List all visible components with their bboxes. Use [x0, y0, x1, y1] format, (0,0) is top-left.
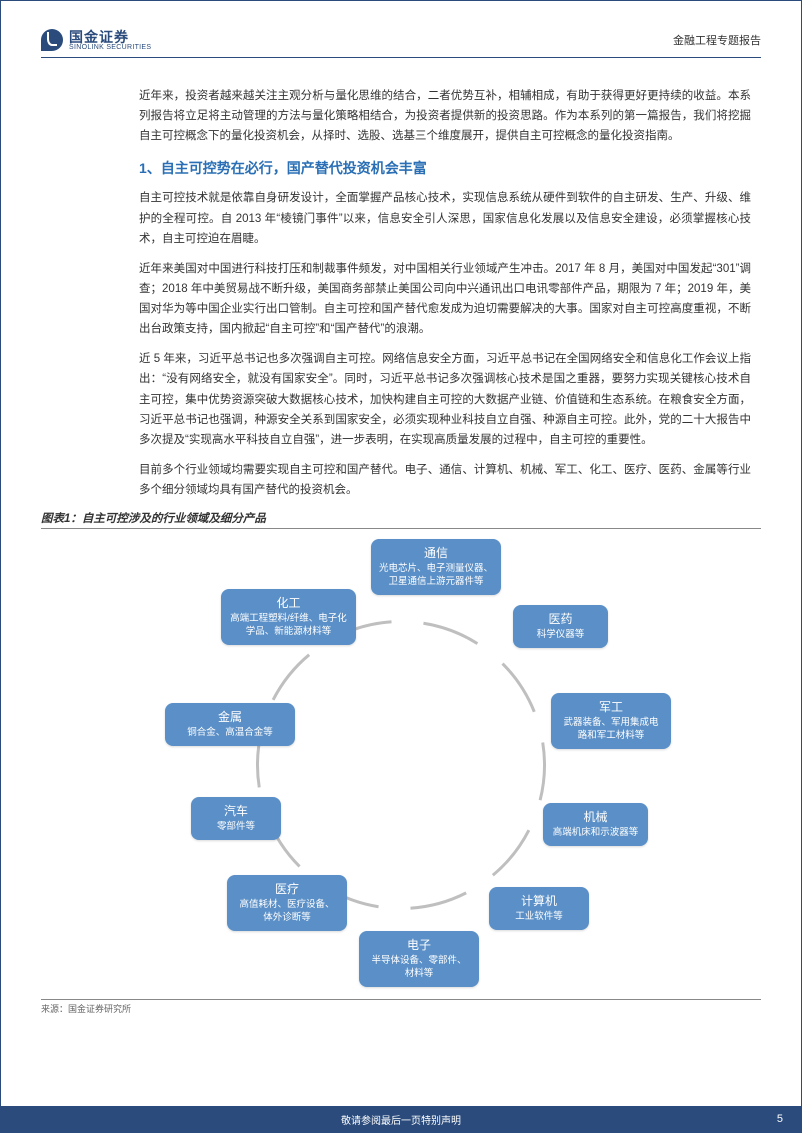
node-sub: 高端机床和示波器等 — [551, 827, 640, 840]
logo-icon — [41, 29, 63, 51]
section-title: 1、自主可控势在必行，国产替代投资机会丰富 — [139, 158, 751, 178]
page: 国金证券 SINOLINK SECURITIES 金融工程专题报告 近年来，投资… — [0, 0, 802, 1133]
logo-text: 国金证券 SINOLINK SECURITIES — [69, 30, 151, 51]
node-0: 通信光电芯片、电子测量仪器、卫星通信上游元器件等 — [371, 539, 501, 595]
page-number: 5 — [777, 1113, 783, 1125]
node-4: 计算机工业软件等 — [489, 887, 589, 930]
node-sub: 铜合金、高温合金等 — [173, 727, 287, 740]
footer-note: 敬请参阅最后一页特别声明 — [341, 1112, 461, 1127]
node-sub: 光电芯片、电子测量仪器、卫星通信上游元器件等 — [379, 563, 493, 589]
node-2: 军工武器装备、军用集成电路和军工材料等 — [551, 693, 671, 749]
node-sub: 高值耗材、医疗设备、体外诊断等 — [235, 899, 339, 925]
para-3: 近年来美国对中国进行科技打压和制裁事件频发，对中国相关行业领域产生冲击。2017… — [139, 259, 751, 340]
node-8: 金属铜合金、高温合金等 — [165, 703, 295, 746]
node-6: 医疗高值耗材、医疗设备、体外诊断等 — [227, 875, 347, 931]
report-type: 金融工程专题报告 — [673, 32, 761, 48]
intro-para: 近年来，投资者越来越关注主观分析与量化思维的结合，二者优势互补，相辅相成，有助于… — [139, 86, 751, 146]
node-sub: 工业软件等 — [497, 911, 581, 924]
node-title: 军工 — [559, 699, 663, 715]
logo-en: SINOLINK SECURITIES — [69, 44, 151, 51]
node-sub: 高端工程塑料/纤维、电子化学品、新能源材料等 — [229, 613, 348, 639]
para-2: 自主可控技术就是依靠自身研发设计，全面掌握产品核心技术，实现信息系统从硬件到软件… — [139, 188, 751, 248]
node-sub: 零部件等 — [199, 821, 273, 834]
node-title: 通信 — [379, 545, 493, 561]
node-5: 电子半导体设备、零部件、材料等 — [359, 931, 479, 987]
content: 近年来，投资者越来越关注主观分析与量化思维的结合，二者优势互补，相辅相成，有助于… — [41, 86, 761, 1015]
logo: 国金证券 SINOLINK SECURITIES — [41, 29, 151, 51]
node-title: 机械 — [551, 809, 640, 825]
figure-block: 图表1：自主可控涉及的行业领域及细分产品 通信光电芯片、电子测量仪器、卫星通信上… — [41, 510, 761, 1015]
footer: 敬请参阅最后一页特别声明 5 — [1, 1106, 801, 1132]
para-4: 近 5 年来，习近平总书记也多次强调自主可控。网络信息安全方面，习近平总书记在全… — [139, 349, 751, 450]
node-title: 计算机 — [497, 893, 581, 909]
node-title: 医疗 — [235, 881, 339, 897]
node-title: 金属 — [173, 709, 287, 725]
node-sub: 科学仪器等 — [521, 629, 600, 642]
logo-cn: 国金证券 — [69, 30, 151, 44]
node-sub: 武器装备、军用集成电路和军工材料等 — [559, 717, 663, 743]
node-sub: 半导体设备、零部件、材料等 — [367, 955, 471, 981]
ring — [256, 620, 546, 910]
cycle-diagram: 通信光电芯片、电子测量仪器、卫星通信上游元器件等医药科学仪器等军工武器装备、军用… — [41, 535, 761, 995]
node-title: 电子 — [367, 937, 471, 953]
node-3: 机械高端机床和示波器等 — [543, 803, 648, 846]
node-1: 医药科学仪器等 — [513, 605, 608, 648]
figure-source: 来源：国金证券研究所 — [41, 999, 761, 1015]
node-title: 汽车 — [199, 803, 273, 819]
node-title: 化工 — [229, 595, 348, 611]
header: 国金证券 SINOLINK SECURITIES 金融工程专题报告 — [41, 29, 761, 58]
node-7: 汽车零部件等 — [191, 797, 281, 840]
node-title: 医药 — [521, 611, 600, 627]
para-5: 目前多个行业领域均需要实现自主可控和国产替代。电子、通信、计算机、机械、军工、化… — [139, 460, 751, 500]
figure-label: 图表1：自主可控涉及的行业领域及细分产品 — [41, 510, 761, 529]
node-9: 化工高端工程塑料/纤维、电子化学品、新能源材料等 — [221, 589, 356, 645]
